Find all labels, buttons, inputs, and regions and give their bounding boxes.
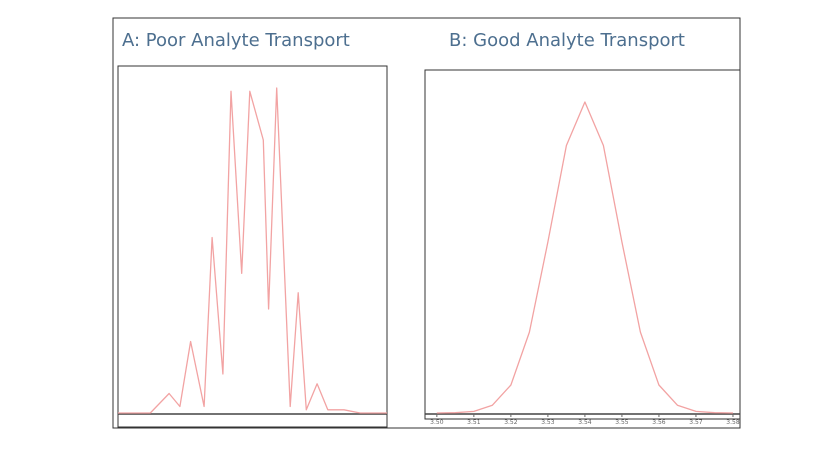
x-tick-label: 3.58 (726, 419, 740, 426)
x-tick-label: 3.55 (615, 419, 629, 426)
x-tick-label: 3.57 (689, 419, 703, 426)
x-tick-label: 3.53 (541, 419, 555, 426)
panel-title: B: Good Analyte Transport (449, 30, 685, 51)
panel-title: A: Poor Analyte Transport (122, 30, 350, 51)
data-line (436, 101, 734, 414)
x-tick-label: 3.52 (504, 419, 518, 426)
data-line (118, 87, 387, 414)
x-tick-label: 3.50 (430, 419, 444, 426)
plot-frame (117, 65, 388, 428)
x-tick-label: 3.51 (467, 419, 481, 426)
x-tick-label: 3.56 (652, 419, 666, 426)
x-tick-label: 3.54 (578, 419, 592, 426)
plot-frame (424, 69, 741, 420)
